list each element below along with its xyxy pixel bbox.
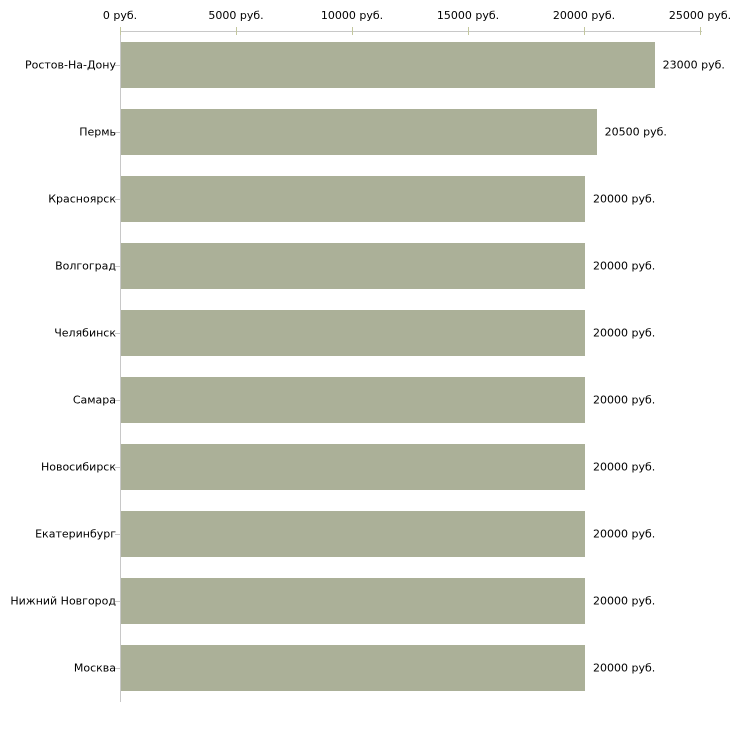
bar: [121, 175, 585, 222]
category-tick-mark: [115, 265, 120, 267]
bar-value-label: 23000 руб.: [662, 58, 725, 72]
bar-value-label: 20000 руб.: [593, 527, 656, 541]
category-label: Волгоград: [55, 259, 116, 273]
bar-value-label: 20000 руб.: [593, 460, 656, 474]
bar: [121, 511, 585, 558]
x-tick-label: 10000 руб.: [320, 9, 384, 22]
x-tick-mark: [584, 27, 585, 35]
category-tick-mark: [115, 332, 120, 334]
category-tick-mark: [115, 467, 120, 469]
bar: [121, 444, 585, 491]
x-tick-label: 0 руб.: [102, 9, 138, 22]
y-axis-line: [120, 31, 121, 702]
category-tick-mark: [115, 198, 120, 200]
category-tick-mark: [115, 131, 120, 133]
bar: [121, 578, 585, 625]
bar: [121, 645, 585, 692]
category-label: Красноярск: [48, 192, 116, 206]
category-label: Екатеринбург: [35, 527, 116, 541]
bar: [121, 108, 597, 155]
x-tick-label: 5000 руб.: [208, 9, 264, 22]
x-axis-line: [120, 31, 702, 32]
category-tick-mark: [115, 64, 120, 66]
bar-value-label: 20000 руб.: [593, 259, 656, 273]
x-tick-mark: [700, 27, 701, 35]
category-label: Пермь: [79, 125, 116, 139]
category-tick-mark: [115, 601, 120, 603]
x-tick-label: 25000 руб.: [668, 9, 730, 22]
bar: [121, 41, 655, 88]
bar-value-label: 20500 руб.: [604, 125, 667, 139]
category-label: Самара: [72, 393, 116, 407]
x-tick-label: 20000 руб.: [552, 9, 616, 22]
x-tick-mark: [352, 27, 353, 35]
category-label: Новосибирск: [40, 460, 116, 474]
category-label: Ростов-На-Дону: [24, 58, 116, 72]
x-tick-label: 15000 руб.: [436, 9, 500, 22]
x-tick-mark: [468, 27, 469, 35]
x-tick-mark: [120, 27, 121, 35]
bar-value-label: 20000 руб.: [593, 661, 656, 675]
bar: [121, 377, 585, 424]
category-tick-mark: [115, 400, 120, 402]
category-tick-mark: [115, 534, 120, 536]
bar: [121, 309, 585, 356]
category-tick-mark: [115, 668, 120, 670]
bar-value-label: 20000 руб.: [593, 594, 656, 608]
bar: [121, 242, 585, 289]
category-label: Москва: [73, 661, 116, 675]
category-label: Нижний Новгород: [10, 594, 116, 608]
x-tick-mark: [236, 27, 237, 35]
bar-value-label: 20000 руб.: [593, 192, 656, 206]
bar-value-label: 20000 руб.: [593, 326, 656, 340]
bar-value-label: 20000 руб.: [593, 393, 656, 407]
category-label: Челябинск: [54, 326, 116, 340]
